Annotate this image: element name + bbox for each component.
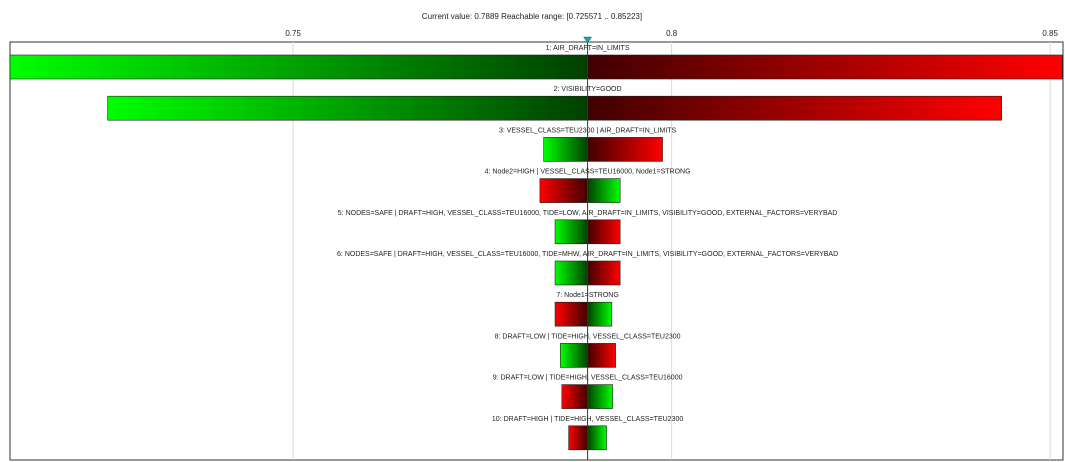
bar-low-10 xyxy=(568,425,588,451)
bar-high-9 xyxy=(587,384,613,409)
bar-high-1 xyxy=(587,54,1063,80)
bar-low-8 xyxy=(560,343,588,368)
bar-low-5 xyxy=(554,219,588,245)
tornado-row-3: 3: VESSEL_CLASS=TEU2300 | AIR_DRAFT=IN_L… xyxy=(499,127,677,162)
axis-layer: 0.75 0.8 0.85 xyxy=(285,29,1058,460)
tornado-row-1: 1: AIR_DRAFT=IN_LIMITS xyxy=(9,45,1063,80)
tornado-row-2: 2: VISIBILITY=GOOD xyxy=(107,86,1002,121)
bar-low-1 xyxy=(9,54,588,80)
bar-low-9 xyxy=(561,384,588,409)
bar-high-5 xyxy=(587,219,621,245)
tornado-row-7: 7: Node1=STRONG xyxy=(554,292,619,327)
x-tick-label-2: 0.85 xyxy=(1042,29,1058,38)
bar-low-2 xyxy=(107,95,588,121)
bar-high-4 xyxy=(587,178,621,203)
x-tick-label-0: 0.75 xyxy=(285,29,301,38)
bar-high-10 xyxy=(587,425,607,451)
bar-high-7 xyxy=(587,301,613,327)
status-text: Current value: 0.7889 Reachable range: [… xyxy=(422,12,642,21)
bar-high-8 xyxy=(587,343,616,368)
bar-high-2 xyxy=(587,95,1002,121)
bar-low-3 xyxy=(543,137,588,162)
bar-low-7 xyxy=(554,301,588,327)
current-value-marker-icon xyxy=(583,36,593,44)
bar-high-3 xyxy=(587,137,663,162)
bar-high-6 xyxy=(587,260,621,286)
bar-low-6 xyxy=(554,260,588,286)
bar-low-4 xyxy=(539,178,588,203)
x-tick-label-1: 0.8 xyxy=(666,29,678,38)
